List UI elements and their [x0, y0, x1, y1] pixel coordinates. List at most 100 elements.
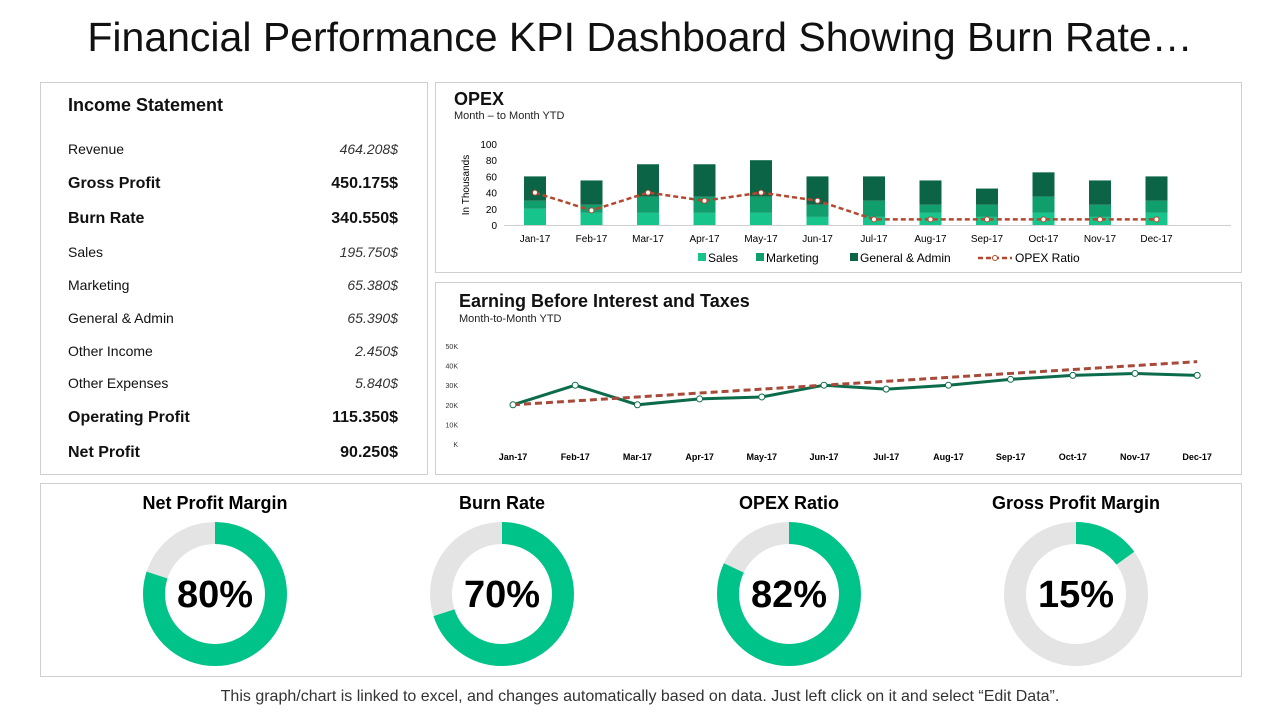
x-tick-label: Aug-17	[914, 234, 947, 245]
bar-general-admin	[750, 160, 772, 197]
x-tick-label: Aug-17	[933, 452, 964, 462]
bar-sales	[524, 208, 546, 225]
ebit-line	[512, 371, 1198, 407]
income-row-value: 5.840$	[355, 375, 398, 391]
y-tick-label: 20	[486, 205, 498, 216]
bar-marketing	[1145, 200, 1168, 213]
donut-percent-label: 80%	[177, 574, 253, 616]
x-tick-label: May-17	[744, 234, 778, 245]
donut-title: Net Profit Margin	[142, 493, 287, 513]
donut-fill	[717, 522, 861, 666]
bar-general-admin	[637, 164, 659, 197]
income-statement-panel: Income Statement Revenue 464.208$ Gross Pr…	[40, 82, 428, 475]
x-tick-label: Sep-17	[996, 452, 1026, 462]
income-row-value: 195.750$	[339, 244, 398, 260]
bar-marketing	[637, 196, 659, 213]
income-statement-title: Income Statement	[68, 95, 224, 115]
x-tick-label: Sep-17	[971, 234, 1004, 245]
x-tick-label: Nov-17	[1120, 452, 1150, 462]
x-tick-label: Jun-17	[802, 234, 833, 245]
opex-subtitle: Month – to Month YTD	[454, 110, 565, 122]
x-tick-label: Feb-17	[561, 452, 590, 462]
bar-general-admin	[524, 176, 546, 201]
ebit-point	[882, 385, 890, 393]
donut-title: Burn Rate	[459, 493, 545, 513]
bar-general-admin	[580, 180, 603, 205]
y-tick-label: 80	[486, 156, 498, 167]
x-tick-label: May-17	[747, 452, 778, 462]
y-tick-label: 60	[486, 172, 498, 183]
bar-marketing	[1089, 204, 1111, 217]
legend-swatch-icon	[850, 253, 858, 261]
bar-general-admin	[806, 176, 829, 205]
page-title: Financial Performance KPI Dashboard Show…	[87, 14, 1193, 60]
ebit-chart-panel[interactable]: Earning Before Interest and Taxes Month-…	[435, 282, 1242, 475]
x-tick-label: Jun-17	[809, 452, 838, 462]
donut-title: OPEX Ratio	[739, 493, 839, 513]
bar-sales	[750, 212, 772, 225]
income-row-label: Marketing	[68, 277, 130, 293]
legend-swatch-icon	[756, 253, 764, 261]
bar-sales	[806, 216, 829, 225]
x-tick-label: Oct-17	[1028, 234, 1058, 245]
income-row: Sales 195.750$	[68, 244, 398, 260]
x-tick-label: Apr-17	[685, 452, 714, 462]
bar-marketing	[919, 204, 942, 213]
x-tick-label: Feb-17	[576, 234, 608, 245]
income-row-value: 450.175$	[331, 175, 398, 192]
bar-marketing	[1032, 196, 1055, 213]
bar-marketing	[524, 200, 546, 209]
bar-general-admin	[976, 188, 998, 205]
x-tick-label: Jul-17	[873, 452, 899, 462]
ebit-point	[696, 395, 704, 403]
income-row-label: Other Expenses	[68, 375, 169, 391]
ebit-point	[1131, 369, 1139, 377]
x-tick-label: Mar-17	[623, 452, 652, 462]
income-row-label: Net Profit	[68, 444, 140, 461]
x-tick-label: Dec-17	[1140, 234, 1173, 245]
income-row: Other Expenses 5.840$	[68, 375, 398, 391]
income-row-label: Gross Profit	[68, 175, 161, 192]
donut-percent-label: 70%	[464, 574, 540, 616]
income-row-value: 2.450$	[355, 343, 398, 359]
opex-title: OPEX	[454, 89, 505, 109]
income-row-value: 65.390$	[347, 310, 398, 326]
bar-sales	[580, 212, 603, 225]
opex-chart-panel[interactable]: OPEX Month – to Month YTD In Thousands 0 2…	[435, 82, 1242, 273]
opex-ratio-point	[701, 197, 708, 204]
ebit-point	[509, 401, 517, 409]
ebit-chart: K 10K 20K 30K 40K 50K Jan-17 Feb-17 Mar-17 Apr-17…	[446, 344, 1212, 462]
income-row-label: Sales	[68, 244, 104, 260]
bar-marketing	[863, 200, 885, 217]
income-row-value: 464.208$	[339, 141, 398, 157]
income-row-value: 65.380$	[347, 277, 398, 293]
opex-ratio-point	[645, 189, 651, 196]
kpi-donuts-panel: Net Profit Margin 80% Burn Rate 70% OPEX Rat…	[40, 483, 1242, 677]
ebit-point	[1193, 371, 1201, 379]
opex-ratio-point	[1097, 216, 1103, 223]
bar-marketing	[976, 204, 998, 217]
y-tick-label: K	[453, 442, 458, 449]
ebit-trendline	[512, 360, 1198, 407]
income-row: Other Income 2.450$	[68, 343, 398, 359]
income-row-label: Other Income	[68, 343, 153, 359]
x-tick-label: Dec-17	[1182, 452, 1212, 462]
income-row: Net Profit 90.250$	[68, 444, 398, 462]
opex-ratio-point	[927, 216, 934, 223]
bar-marketing	[806, 204, 829, 217]
y-tick-label: 40	[486, 189, 498, 200]
opex-chart: In Thousands 0 20 40 60 80 100 Jan-17 Feb-17 Mar-…	[461, 140, 1231, 265]
y-tick-label: 0	[491, 221, 497, 232]
donut-fill	[143, 522, 287, 666]
income-row: General & Admin 65.390$	[68, 310, 398, 326]
opex-ratio-point	[814, 197, 821, 204]
income-row-value: 115.350$	[332, 409, 398, 426]
y-tick-label: 10K	[446, 422, 459, 429]
opex-ratio-point	[758, 189, 764, 196]
income-row: Operating Profit 115.350$	[68, 409, 398, 427]
x-tick-label: Jul-17	[860, 234, 888, 245]
bar-marketing	[750, 196, 772, 213]
legend-label: General & Admin	[860, 251, 951, 265]
opex-ratio-line	[534, 191, 1157, 221]
x-tick-label: Oct-17	[1059, 452, 1087, 462]
